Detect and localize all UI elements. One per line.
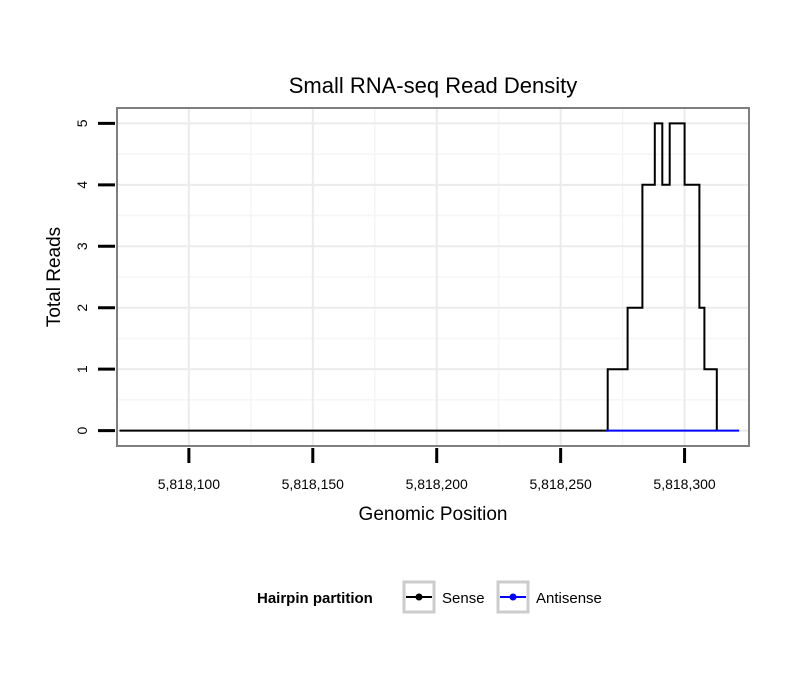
y-axis-title: Total Reads — [44, 227, 65, 327]
legend-key-antisense-marker — [509, 593, 517, 601]
y-tick-label: 3 — [74, 242, 90, 250]
legend-label-antisense: Antisense — [536, 590, 602, 607]
series-layer — [119, 122, 740, 432]
legend: Hairpin partition Sense Antisense — [257, 580, 602, 614]
chart-title: Small RNA-seq Read Density — [289, 73, 578, 98]
y-tick-label: 0 — [74, 427, 90, 435]
y-tick-label: 1 — [74, 365, 90, 373]
legend-key-sense-marker — [415, 593, 423, 601]
x-tick-label: 5,818,100 — [158, 476, 220, 492]
y-axis: 0 1 2 3 4 5 — [74, 119, 115, 435]
y-tick-label: 4 — [74, 181, 90, 189]
series-line-sense — [119, 122, 718, 432]
x-tick-label: 5,818,200 — [406, 476, 468, 492]
x-axis: 5,818,100 5,818,150 5,818,200 5,818,250 5,81… — [158, 448, 716, 492]
x-tick-label: 5,818,250 — [529, 476, 591, 492]
legend-label-sense: Sense — [442, 590, 485, 607]
plot-border — [116, 107, 750, 447]
y-tick-label: 5 — [74, 119, 90, 127]
y-tick-label: 2 — [74, 304, 90, 312]
x-tick-label: 5,818,150 — [282, 476, 344, 492]
x-axis-title: Genomic Position — [359, 504, 508, 525]
x-tick-label: 5,818,300 — [653, 476, 715, 492]
legend-title: Hairpin partition — [257, 590, 373, 607]
